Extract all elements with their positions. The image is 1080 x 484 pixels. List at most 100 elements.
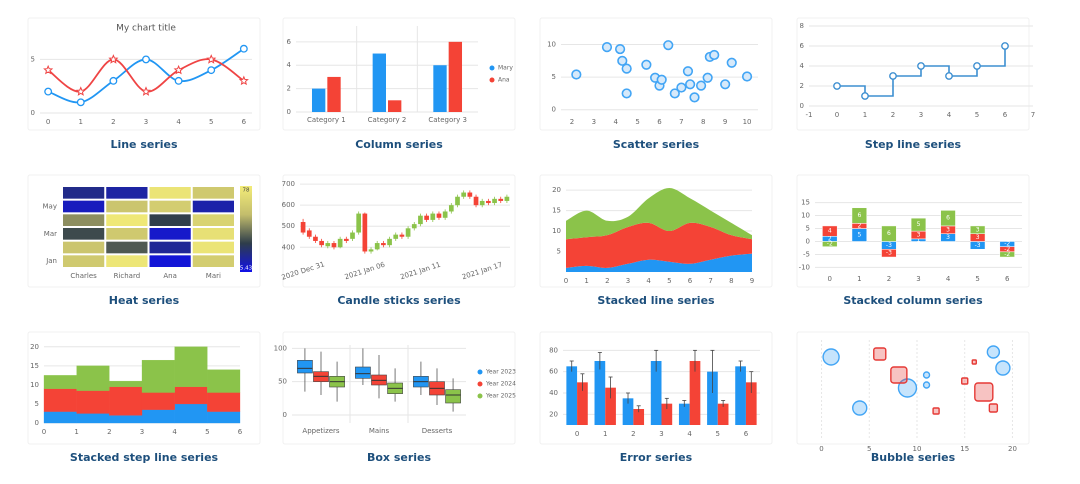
- y-tick-label: 5: [31, 55, 35, 63]
- y-tick-label: 4: [287, 61, 292, 69]
- marker: [945, 72, 953, 80]
- candle-body: [393, 234, 399, 239]
- data-label: 5: [857, 232, 861, 239]
- x-tick-label: 10: [913, 445, 922, 453]
- x-tick-label: Charles: [70, 272, 97, 280]
- heat-cell: [149, 214, 191, 226]
- data-label: 3: [946, 234, 950, 241]
- y-tick-label: 4: [800, 62, 805, 70]
- card: [27, 17, 261, 131]
- step-segment: [174, 386, 208, 405]
- y-tick-label: 10: [552, 227, 561, 235]
- bar-segment: [970, 225, 986, 234]
- y-tick-label: 20: [30, 343, 39, 351]
- marker: [206, 54, 217, 64]
- y-tick-label: 0: [287, 108, 291, 116]
- y-tick-label: 0: [552, 106, 556, 114]
- bar-segment: [910, 217, 927, 232]
- x-tick-label: 3: [626, 277, 630, 285]
- candle-body: [473, 196, 479, 206]
- candle-body: [368, 249, 374, 252]
- y-tick-label: 6: [800, 42, 805, 50]
- y-tick-label: 40: [549, 389, 558, 397]
- legend-label: Ana: [498, 77, 510, 84]
- area: [566, 188, 752, 240]
- bar: [566, 366, 578, 425]
- candle-body: [442, 211, 448, 218]
- y-tick-label: 10: [801, 212, 810, 220]
- x-tick-label: 4: [687, 430, 692, 438]
- heat-cell: [192, 255, 234, 267]
- chart-title: My chart title: [116, 24, 176, 34]
- data-label: -3: [886, 242, 892, 249]
- heat-cell: [149, 187, 191, 199]
- box: [445, 389, 461, 404]
- step-segment: [174, 403, 208, 424]
- bubble: [974, 382, 994, 402]
- point: [617, 55, 628, 66]
- marker: [140, 86, 152, 96]
- marker: [973, 62, 981, 70]
- data-label: -3: [886, 250, 892, 257]
- candle-body: [331, 243, 337, 248]
- x-tick-label: 5: [209, 118, 213, 126]
- candle-body: [313, 236, 318, 241]
- color-bar: [240, 186, 252, 272]
- x-tick-label: Category 2: [368, 116, 407, 124]
- legend-label: Year 2024: [485, 381, 516, 388]
- bar: [622, 398, 634, 425]
- data-label: 6: [946, 215, 950, 222]
- data-label: -2: [1004, 251, 1010, 258]
- heat-cell: [192, 228, 234, 240]
- heat-cell: [63, 200, 105, 213]
- marker: [43, 64, 54, 75]
- step-segment: [207, 369, 241, 393]
- x-tick-label: 3: [592, 118, 596, 126]
- x-tick-label: 0: [828, 275, 832, 283]
- caption: Box series: [367, 451, 432, 464]
- y-tick-label: 2: [800, 82, 804, 90]
- data-label: 3: [917, 232, 921, 239]
- marker: [861, 92, 869, 100]
- area: [566, 253, 752, 272]
- x-tick-label: 5: [716, 430, 720, 438]
- x-tick-label: 2: [631, 430, 635, 438]
- bar: [650, 361, 662, 425]
- heat-cell: [106, 200, 148, 213]
- y-tick-label: 8: [800, 22, 804, 30]
- y-tick-label: 80: [549, 346, 558, 354]
- x-tick-label: Desserts: [422, 427, 453, 435]
- x-tick-label: 8: [729, 277, 733, 285]
- step-segment: [141, 359, 175, 393]
- x-tick-label: 7: [1031, 111, 1035, 119]
- candle-body: [306, 230, 312, 237]
- x-tick-label: 1: [863, 111, 867, 119]
- point: [621, 88, 632, 99]
- x-tick-label: 5: [867, 445, 871, 453]
- caption: Stacked line series: [597, 294, 715, 307]
- bubble: [873, 347, 887, 361]
- step-segment: [76, 390, 110, 414]
- heat-cell: [106, 214, 148, 226]
- y-tick-label: 5: [806, 225, 810, 233]
- candle-body: [455, 196, 460, 206]
- marker: [75, 86, 86, 96]
- bubble: [986, 345, 1001, 359]
- point: [676, 82, 687, 93]
- caption: Heat series: [109, 294, 180, 307]
- y-tick-label: 10: [547, 41, 556, 49]
- data-label: 2: [828, 235, 832, 242]
- caption: Stacked column series: [843, 294, 983, 307]
- y-tick-label: 0: [31, 109, 35, 117]
- x-tick-label: Ana: [163, 272, 177, 280]
- x-tick-label: 6: [688, 277, 693, 285]
- color-bar-label: 78: [243, 188, 250, 194]
- marker: [889, 72, 897, 80]
- caption: Stacked step line series: [70, 451, 219, 464]
- point: [621, 63, 632, 74]
- x-tick-label: 1: [584, 277, 588, 285]
- marker: [917, 62, 925, 70]
- heat-cell: [192, 187, 234, 199]
- x-tick-label: 3: [144, 118, 148, 126]
